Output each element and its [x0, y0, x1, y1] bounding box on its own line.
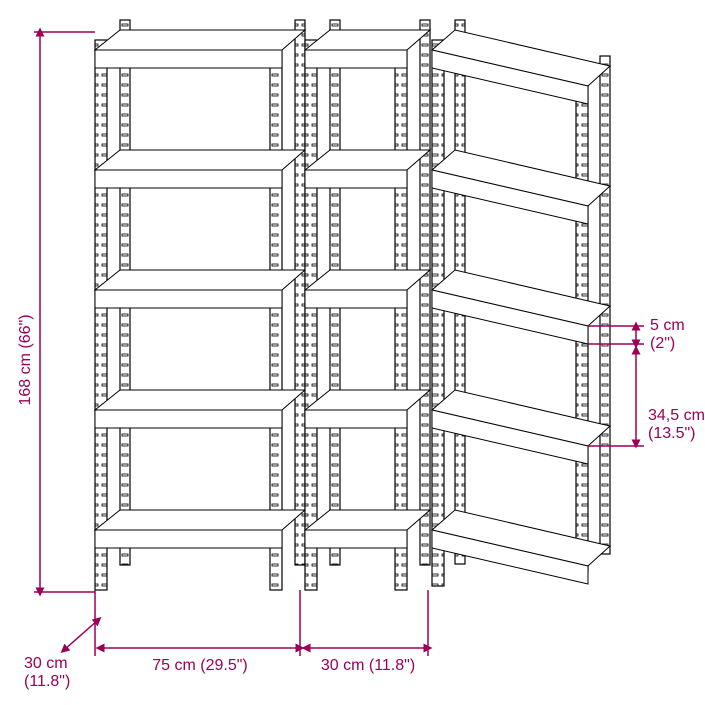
dimension-diagram: 168 cm (66") 30 cm (11.8") 75 cm (29.5")… — [0, 0, 705, 705]
unit-2 — [305, 20, 430, 590]
dim-depth: 30 cm (11.8") — [24, 655, 72, 690]
shelving-units — [95, 20, 610, 590]
dim-shelf-gap: 34,5 cm (13.5") — [648, 407, 705, 442]
dim-height: 168 cm (66") — [17, 314, 34, 405]
unit-1 — [95, 20, 305, 590]
unit-3 — [432, 20, 610, 586]
dim-width-narrow: 30 cm (11.8") — [321, 657, 415, 674]
dim-width-wide: 75 cm (29.5") — [152, 657, 248, 674]
dim-shelf-thick: 5 cm (2") — [650, 317, 689, 352]
